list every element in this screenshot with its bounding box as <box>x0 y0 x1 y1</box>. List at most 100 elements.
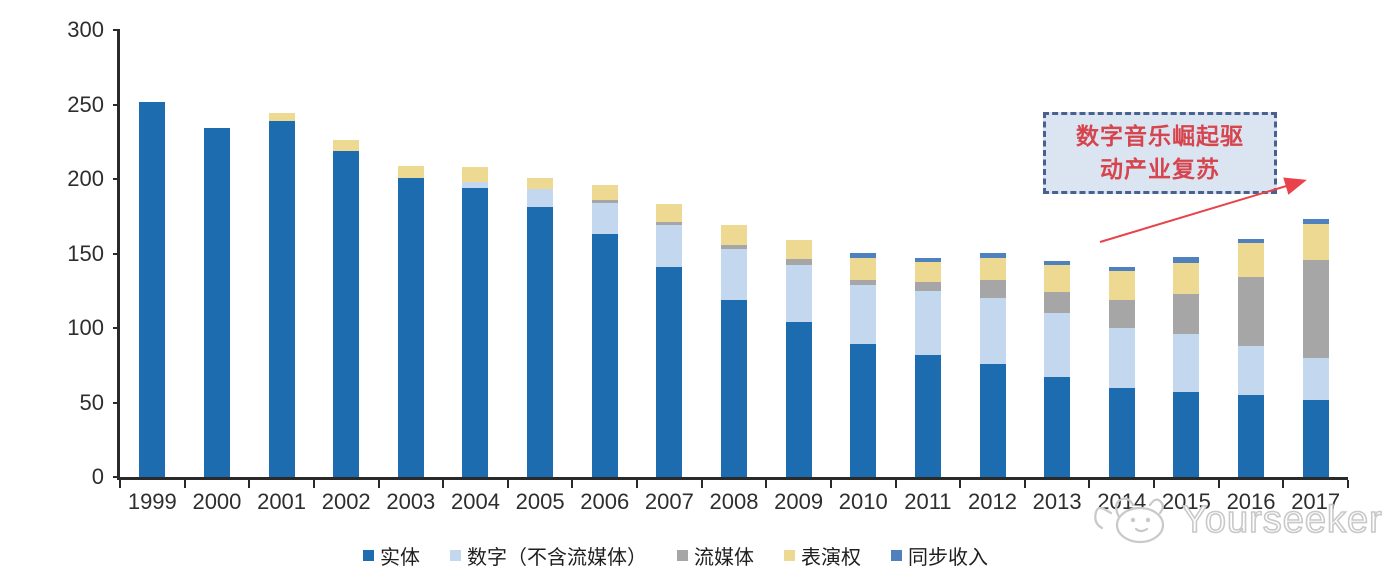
bar-segment-表演权 <box>1173 262 1200 294</box>
x-axis-label: 2013 <box>1032 489 1082 514</box>
bar-segment-数字（不含流媒体） <box>850 284 877 345</box>
bar-segment-数字（不含流媒体） <box>721 249 747 300</box>
y-tick-mark <box>113 327 120 329</box>
bar-2002 <box>333 140 360 477</box>
bar-segment-数字（不含流媒体） <box>591 202 618 235</box>
bar-segment-同步收入 <box>914 257 941 263</box>
x-axis-label: 2011 <box>904 489 952 514</box>
y-tick-mark <box>113 401 120 404</box>
x-axis-labels: 1999 2000 2001 2002 2003 2004 2005 2006 2007 2008… <box>120 489 1348 515</box>
y-tick-mark <box>113 29 120 31</box>
x-axis-label: 1999 <box>127 489 177 514</box>
legend-item-同步收入: 同步收入 <box>891 541 988 570</box>
bar-segment-数字（不含流媒体） <box>1044 313 1071 378</box>
legend-label: 实体 <box>380 547 420 569</box>
x-axis-label: 2012 <box>968 489 1017 514</box>
x-tick-mark <box>829 480 832 488</box>
bar-segment-表演权 <box>397 165 424 178</box>
y-tick-label: 150 <box>67 240 104 266</box>
y-tick-label: 100 <box>67 315 104 340</box>
bar-2013 <box>1044 260 1071 477</box>
x-tick-mark <box>1153 480 1156 488</box>
y-tick-mark <box>113 178 120 180</box>
bar-segment-实体 <box>979 363 1006 477</box>
bar-segment-数字（不含流媒体） <box>462 181 489 188</box>
y-axis: 0 50 100 150 200 250 300 <box>0 0 120 582</box>
bar-segment-数字（不含流媒体） <box>656 225 683 267</box>
bar-segment-表演权 <box>721 225 747 245</box>
bar-2016 <box>1238 238 1265 477</box>
bar-segment-数字（不含流媒体） <box>1238 345 1265 395</box>
bar-segment-数字（不含流媒体） <box>785 265 812 322</box>
legend-item-数字（不含流媒体）: 数字（不含流媒体） <box>450 541 647 570</box>
x-tick-mark <box>1347 480 1349 488</box>
annotation-text-line2: 动产业复苏 <box>1100 156 1220 182</box>
bar-segment-流媒体 <box>785 259 812 266</box>
bar-segment-实体 <box>591 234 618 477</box>
bar-segment-流媒体 <box>656 222 683 226</box>
bar-segment-数字（不含流媒体） <box>1108 328 1135 388</box>
legend-item-实体: 实体 <box>363 541 420 570</box>
bar-segment-实体 <box>139 101 166 477</box>
x-tick-mark <box>377 480 380 488</box>
bar-segment-流媒体 <box>979 280 1006 299</box>
x-axis-label: 2002 <box>321 489 371 514</box>
bar-segment-流媒体 <box>1108 299 1135 329</box>
bar-segment-实体 <box>1238 395 1265 477</box>
bar-segment-实体 <box>785 322 812 477</box>
bar-segment-表演权 <box>591 184 618 200</box>
x-axis-label: 2004 <box>450 489 500 514</box>
y-tick-label: 200 <box>67 166 104 191</box>
x-tick-mark <box>119 480 121 488</box>
bar-segment-流媒体 <box>914 281 941 291</box>
x-axis-label: 2007 <box>644 489 694 514</box>
bar-segment-表演权 <box>1108 271 1135 300</box>
x-tick-mark <box>571 480 574 488</box>
y-tick-mark <box>113 476 120 478</box>
annotation-text-line1: 数字音乐崛起驱 <box>1076 123 1244 149</box>
x-axis-label: 2006 <box>580 489 630 514</box>
legend-label: 同步收入 <box>908 547 988 569</box>
legend-swatch-icon <box>450 550 461 561</box>
y-tick-label: 0 <box>91 464 104 489</box>
plot-area <box>117 30 1349 488</box>
x-axis-label: 2015 <box>1161 489 1211 514</box>
bar-2015 <box>1173 256 1200 477</box>
x-tick-mark <box>1217 480 1220 488</box>
bar-segment-同步收入 <box>1108 266 1135 272</box>
y-tick-label: 250 <box>67 91 104 117</box>
bar-segment-实体 <box>203 128 230 477</box>
bar-segment-同步收入 <box>850 253 877 258</box>
legend-swatch-icon <box>677 550 688 561</box>
bar-segment-表演权 <box>1302 223 1329 260</box>
legend-label: 流媒体 <box>694 547 754 569</box>
y-tick-mark <box>113 103 120 106</box>
bar-segment-实体 <box>1302 399 1329 477</box>
annotation-callout: 数字音乐崛起驱 动产业复苏 <box>1043 112 1277 194</box>
x-axis-label: 2008 <box>709 489 759 514</box>
bar-2004 <box>462 167 489 477</box>
bar-segment-表演权 <box>268 113 295 121</box>
x-axis-label: 2010 <box>838 489 888 514</box>
x-tick-mark <box>894 480 897 488</box>
x-axis-label: 2016 <box>1226 489 1276 514</box>
bar-segment-流媒体 <box>1238 277 1265 346</box>
bar-segment-流媒体 <box>1302 259 1329 358</box>
bar-segment-同步收入 <box>979 253 1006 258</box>
bar-2011 <box>914 257 941 477</box>
x-tick-mark <box>248 480 251 488</box>
x-axis-label: 2000 <box>192 489 242 514</box>
legend-swatch-icon <box>784 550 795 561</box>
bar-segment-同步收入 <box>1173 256 1200 263</box>
bar-segment-实体 <box>397 177 424 477</box>
annotation-arrow-icon <box>1099 177 1307 243</box>
bar-segment-数字（不含流媒体） <box>527 189 554 208</box>
x-tick-mark <box>312 480 315 488</box>
bars-layer <box>120 30 1348 477</box>
bar-segment-流媒体 <box>1173 293 1200 335</box>
bar-segment-数字（不含流媒体） <box>914 290 941 355</box>
bar-segment-表演权 <box>1044 265 1071 293</box>
x-axis-label: 2005 <box>515 489 565 514</box>
bar-segment-实体 <box>656 266 683 477</box>
